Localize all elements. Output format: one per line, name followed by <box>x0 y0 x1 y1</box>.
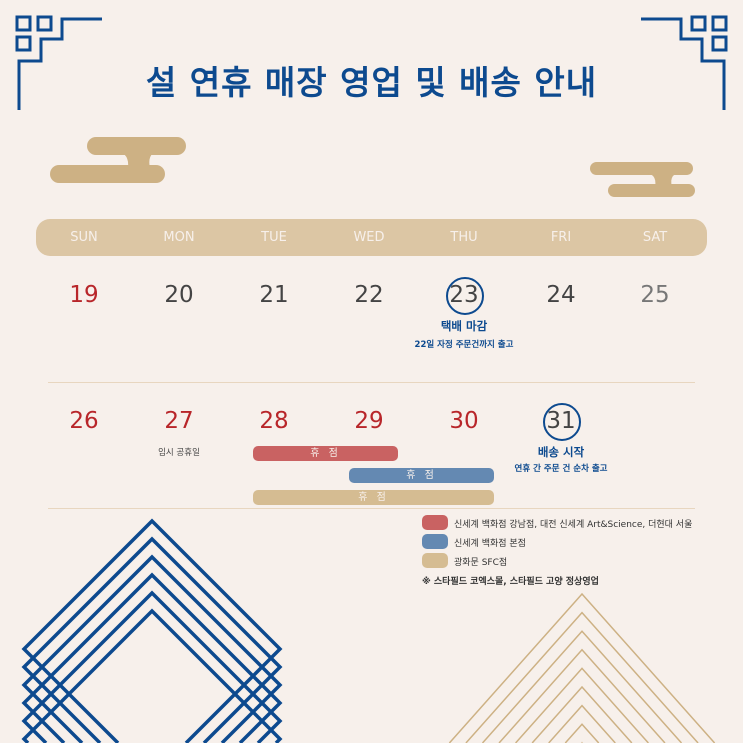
closure-bar-red: 휴 점 <box>253 446 398 461</box>
corner-ornament-left <box>15 15 102 110</box>
weekday-wed: WED <box>353 230 385 245</box>
chevron-line <box>465 611 699 743</box>
legend-label-tan: 광화문 SFC점 <box>454 558 508 568</box>
legend-swatch-tan <box>422 553 448 568</box>
corner-ornament-right <box>641 15 728 110</box>
date-30: 30 <box>449 408 479 434</box>
date-27: 27 <box>164 408 194 434</box>
cloud-right <box>590 162 695 197</box>
weekday-tue: TUE <box>261 230 287 245</box>
note-delivery-deadline: 택배 마감 <box>440 319 488 333</box>
chevron-line <box>564 723 600 743</box>
date-24: 24 <box>546 282 576 308</box>
weekday-thu: THU <box>450 230 478 245</box>
weekday-fri: FRI <box>550 230 572 245</box>
week-divider <box>48 508 695 509</box>
legend-label-blue: 신세계 백화점 본점 <box>454 539 526 549</box>
diamond-line <box>21 518 283 743</box>
page-title: 설 연휴 매장 영업 및 배송 안내 <box>145 63 598 102</box>
date-21: 21 <box>259 282 289 308</box>
highlight-circle <box>543 403 581 441</box>
closure-bar-blue: 휴 점 <box>349 468 494 483</box>
date-31: 31 <box>546 408 576 434</box>
weekday-sun: SUN <box>70 230 98 245</box>
diamond-pattern <box>21 518 283 743</box>
diamond-line <box>21 608 283 743</box>
diamond-line <box>21 572 283 743</box>
legend-label-red: 신세계 백화점 강남점, 대전 신세계 Art&Science, 더현대 서울 <box>454 520 693 530</box>
diamond-line <box>21 536 283 743</box>
note-shipping-start: 배송 시작 <box>537 445 585 459</box>
date-22: 22 <box>354 282 384 308</box>
date-25: 25 <box>640 282 670 308</box>
calendar: 19 20 21 22 23 24 25 택배 마감 22일 자정 주문건까지 … <box>36 277 707 520</box>
chevron-line <box>548 704 616 743</box>
weekday-mon: MON <box>163 230 195 245</box>
chevron-line <box>481 630 683 743</box>
legend-swatch-blue <box>422 534 448 549</box>
note-shipping-start-detail: 연휴 간 주문 건 순차 출고 <box>514 464 608 474</box>
week-divider <box>48 382 695 383</box>
highlight-circle <box>446 277 484 315</box>
chevron-line <box>448 592 716 743</box>
date-23: 23 <box>449 282 479 308</box>
weekday-sat: SAT <box>642 230 668 245</box>
weekday-header: SUN MON TUE WED THU FRI SAT <box>36 219 707 256</box>
note-temporary-holiday: 임시 공휴일 <box>158 448 200 458</box>
date-29: 29 <box>354 408 384 434</box>
closure-bar-tan: 휴 점 <box>253 490 494 505</box>
chevron-line <box>515 667 649 743</box>
chevron-pattern <box>448 592 716 743</box>
diamond-line <box>21 554 283 743</box>
date-26: 26 <box>69 408 99 434</box>
chevron-line <box>498 648 666 743</box>
chevron-line <box>531 685 633 743</box>
footnote: ※ 스타필드 코엑스몰, 스타필드 고양 정상영업 <box>422 577 599 587</box>
date-28: 28 <box>259 408 289 434</box>
date-20: 20 <box>164 282 194 308</box>
diamond-line <box>21 590 283 743</box>
legend-swatch-red <box>422 515 448 530</box>
date-19: 19 <box>69 282 99 308</box>
note-delivery-deadline-detail: 22일 자정 주문건까지 출고 <box>414 340 514 350</box>
cloud-left <box>50 137 186 183</box>
